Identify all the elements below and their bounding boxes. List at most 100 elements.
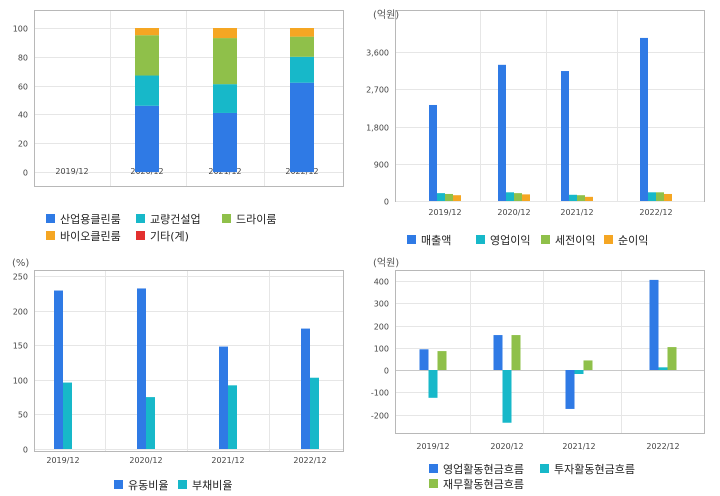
bar-2-2020/12 <box>146 397 155 449</box>
y-tick-label: -200 <box>371 412 389 421</box>
bar-2-2022/12 <box>658 367 668 370</box>
y-tick-label: 100 <box>374 345 389 354</box>
bar-2-2022/12 <box>290 56 314 83</box>
legend-label: 바이오클린룸 <box>60 230 121 243</box>
bar-1-2021/12 <box>565 370 575 409</box>
unit-label: (억원) <box>373 257 399 269</box>
bar-4-2022/12 <box>290 28 314 37</box>
x-tick-label: 2020/12 <box>129 456 162 465</box>
legend-swatch <box>46 231 55 240</box>
y-tick-label: 250 <box>13 273 28 282</box>
legend-label: 부채비율 <box>192 479 232 492</box>
plot-frame-2 <box>34 270 344 452</box>
y-tick-label: 0 <box>23 169 28 178</box>
bar-2-2020/12 <box>502 370 512 423</box>
bar-1-2022/12 <box>290 82 314 172</box>
y-tick-label: 3,600 <box>366 49 389 58</box>
unit-label: (억원) <box>373 9 399 21</box>
bar-1-2021/12 <box>219 346 228 449</box>
bar-4-2019/12 <box>453 195 461 201</box>
bar-2-2021/12 <box>228 385 237 449</box>
legend-swatch <box>222 214 231 223</box>
legend-label: 기타(계) <box>150 230 189 243</box>
y-tick-label: 150 <box>13 342 28 351</box>
bar-1-2022/12 <box>649 279 659 370</box>
bar-3-2020/12 <box>511 335 521 370</box>
x-tick-label: 2020/12 <box>490 442 523 451</box>
x-tick-label: 2019/12 <box>46 456 79 465</box>
bar-1-2021/12 <box>213 112 237 172</box>
y-tick-label: 0 <box>23 446 28 455</box>
bar-1-2020/12 <box>498 64 506 201</box>
bar-1-2022/12 <box>640 37 648 201</box>
legend-label: 세전이익 <box>555 234 595 247</box>
bar-3-2021/12 <box>583 360 593 370</box>
y-tick-label: 1,800 <box>366 124 389 133</box>
legend-swatch <box>114 480 123 489</box>
legend-swatch <box>476 235 485 244</box>
bar-3-2019/12 <box>445 193 453 201</box>
y-tick-label: 100 <box>13 25 28 34</box>
bar-3-2021/12 <box>213 38 237 85</box>
x-tick-label: 2022/12 <box>646 442 679 451</box>
bar-2-2020/12 <box>135 75 159 106</box>
bar-4-2020/12 <box>135 28 159 36</box>
y-tick-label: 20 <box>18 140 28 149</box>
y-tick-label: 200 <box>13 308 28 317</box>
bar-2-2019/12 <box>428 370 438 398</box>
x-tick-label: 2021/12 <box>560 208 593 217</box>
y-tick-label: 0 <box>384 367 389 376</box>
legend-swatch <box>540 464 549 473</box>
x-tick-label: 2021/12 <box>211 456 244 465</box>
x-tick-label: 2020/12 <box>497 208 530 217</box>
bar-3-2022/12 <box>656 192 664 201</box>
bar-1-2020/12 <box>135 105 159 172</box>
bar-2-2019/12 <box>437 193 445 201</box>
legend-label: 매출액 <box>421 234 451 247</box>
bar-3-2020/12 <box>514 193 522 201</box>
plot-frame-3 <box>395 270 705 434</box>
legend-swatch <box>541 235 550 244</box>
bar-4-2022/12 <box>664 193 672 201</box>
bar-2-2021/12 <box>569 194 577 201</box>
legend-label: 유동비율 <box>128 479 168 492</box>
y-tick-label: 900 <box>374 161 389 170</box>
bar-2-2020/12 <box>506 192 514 201</box>
legend-swatch <box>136 214 145 223</box>
bar-3-2020/12 <box>135 35 159 76</box>
bar-1-2021/12 <box>561 71 569 202</box>
bar-4-2020/12 <box>522 194 530 201</box>
bar-2-2022/12 <box>648 192 656 201</box>
bar-3-2022/12 <box>667 347 677 370</box>
legend-label: 영업활동현금흐름 <box>443 462 524 476</box>
legend-swatch <box>46 214 55 223</box>
x-tick-label: 2019/12 <box>55 167 88 176</box>
legend-swatch <box>429 479 438 488</box>
y-tick-label: 2,700 <box>366 86 389 95</box>
y-tick-label: 300 <box>374 300 389 309</box>
legend-label: 순이익 <box>618 234 648 247</box>
bar-1-2019/12 <box>419 349 429 370</box>
y-tick-label: 80 <box>18 54 28 63</box>
bar-1-2019/12 <box>429 104 437 201</box>
x-tick-label: 2022/12 <box>639 208 672 217</box>
bar-3-2019/12 <box>437 351 447 370</box>
legend-swatch <box>429 464 438 473</box>
y-tick-label: 0 <box>384 198 389 207</box>
y-tick-label: 100 <box>13 377 28 386</box>
legend-label: 영업이익 <box>490 234 530 247</box>
bar-4-2021/12 <box>213 28 237 39</box>
bar-1-2020/12 <box>493 335 503 370</box>
y-tick-label: -100 <box>371 389 389 398</box>
legend-label: 교량건설업 <box>150 213 201 226</box>
x-tick-label: 2021/12 <box>562 442 595 451</box>
x-tick-label: 2019/12 <box>428 208 461 217</box>
legend-label: 재무활동현금흐름 <box>443 477 524 491</box>
unit-label: (%) <box>12 258 29 269</box>
bar-3-2022/12 <box>290 36 314 57</box>
bar-2-2022/12 <box>310 377 319 449</box>
y-tick-label: 200 <box>374 323 389 332</box>
legend-label: 투자활동현금흐름 <box>554 462 635 476</box>
bar-2-2019/12 <box>63 382 72 449</box>
bar-3-2021/12 <box>577 195 585 201</box>
